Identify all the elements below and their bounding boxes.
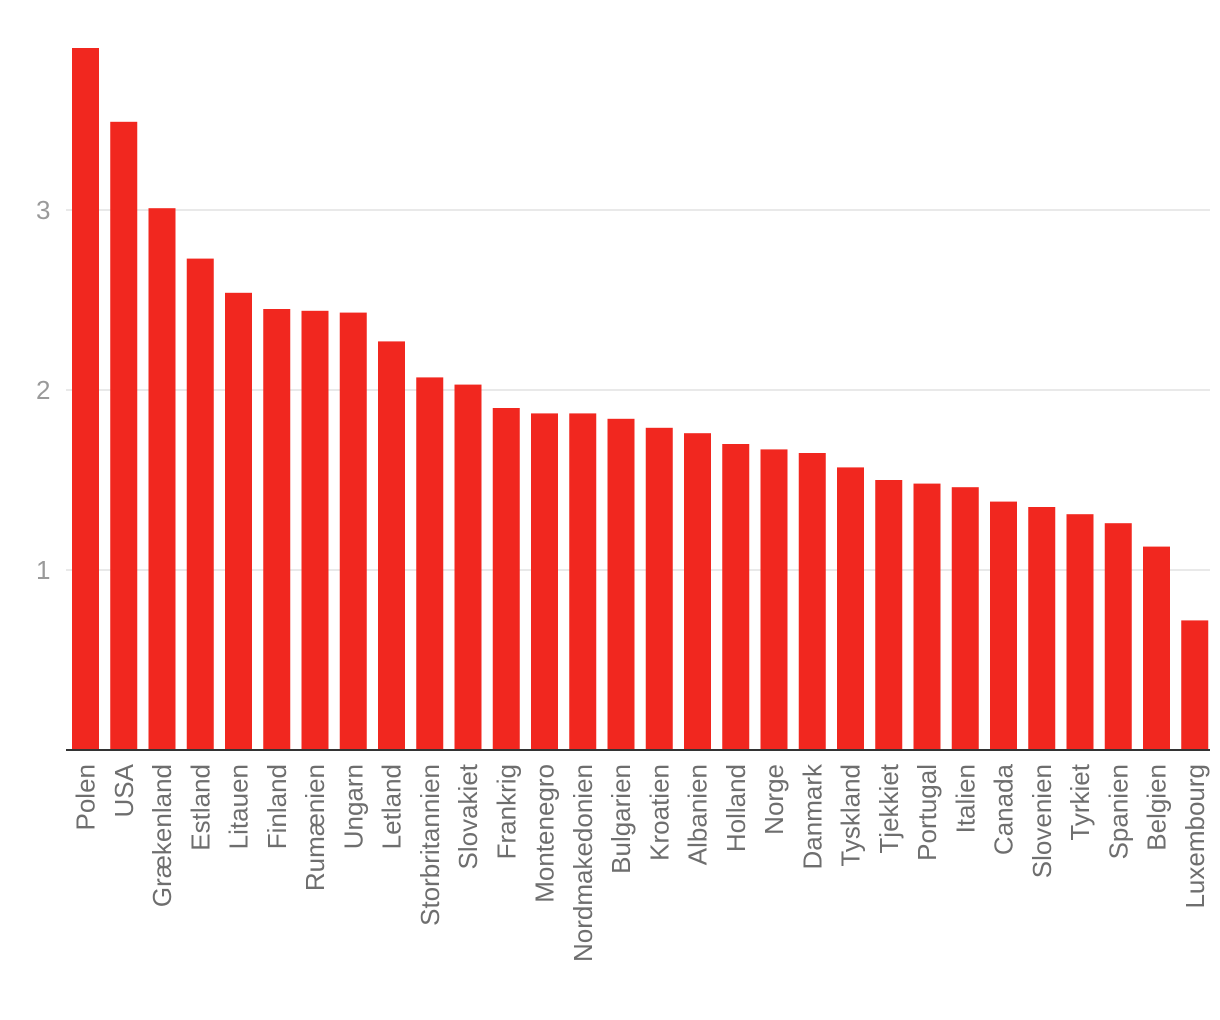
bar [110, 121, 138, 751]
category-label: Italien [950, 764, 980, 833]
category-label: Belgien [1142, 764, 1172, 851]
gridlines [66, 209, 1210, 571]
bar [1181, 620, 1209, 750]
category-label: Letland [377, 764, 407, 849]
category-label: Grækenland [147, 764, 177, 907]
bar [875, 480, 903, 750]
bar [339, 312, 367, 750]
bar [225, 292, 252, 750]
category-label: Storbritannien [415, 764, 445, 926]
category-label: Spanien [1103, 764, 1133, 859]
category-label: Frankrig [491, 764, 521, 859]
y-tick-label: 3 [36, 195, 50, 225]
category-label: Bulgarien [606, 764, 636, 874]
bar [531, 413, 558, 750]
bar [951, 487, 979, 750]
category-label: Nordmakedonien [568, 764, 598, 962]
category-label: Norge [759, 764, 789, 835]
category-label: Tjekkiet [874, 763, 904, 853]
bar [760, 449, 788, 750]
bar [913, 483, 941, 750]
category-label: Kroatien [644, 764, 674, 861]
bar [1104, 523, 1132, 750]
bar [837, 467, 864, 750]
bar [722, 444, 750, 750]
bar [1066, 514, 1094, 750]
category-labels: Polen USA Grækenland Estland Litauen Finland R… [71, 763, 1210, 962]
bar [569, 413, 597, 750]
category-label: Finland [262, 764, 292, 849]
bar [1143, 546, 1170, 750]
y-tick-label: 2 [36, 375, 50, 405]
bar [492, 408, 520, 750]
bar [378, 341, 405, 750]
bar [607, 418, 635, 750]
bar [1028, 507, 1056, 750]
category-label: Montenegro [530, 764, 560, 903]
bar [454, 384, 482, 750]
category-label: Holland [721, 764, 751, 852]
category-label: Slovakiet [453, 763, 483, 869]
bar [416, 377, 444, 750]
category-label: Ungarn [338, 764, 368, 849]
category-label: Litauen [224, 764, 254, 849]
bar [990, 501, 1017, 750]
bar [301, 310, 329, 750]
category-label: Danmark [797, 763, 827, 869]
category-label: Polen [71, 764, 101, 831]
category-label: Estland [185, 764, 215, 851]
bar [645, 427, 673, 750]
bar [684, 433, 711, 750]
category-label: Rumænien [300, 764, 330, 891]
category-label: Tyrkiet [1065, 763, 1095, 840]
bar [72, 48, 99, 750]
bar [186, 258, 214, 750]
category-label: Canada [989, 763, 1019, 855]
bar [798, 453, 826, 750]
bar [148, 208, 176, 750]
category-label: USA [109, 763, 139, 817]
category-label: Albanien [683, 764, 713, 865]
category-label: Tyskland [836, 764, 866, 867]
y-tick-label: 1 [36, 555, 50, 585]
y-tick-labels: 1 2 3 [36, 195, 50, 585]
category-label: Slovenien [1027, 764, 1057, 878]
category-label: Luxembourg [1180, 764, 1210, 909]
bar [263, 309, 291, 750]
category-label: Portugal [912, 764, 942, 861]
bars [72, 48, 1209, 751]
